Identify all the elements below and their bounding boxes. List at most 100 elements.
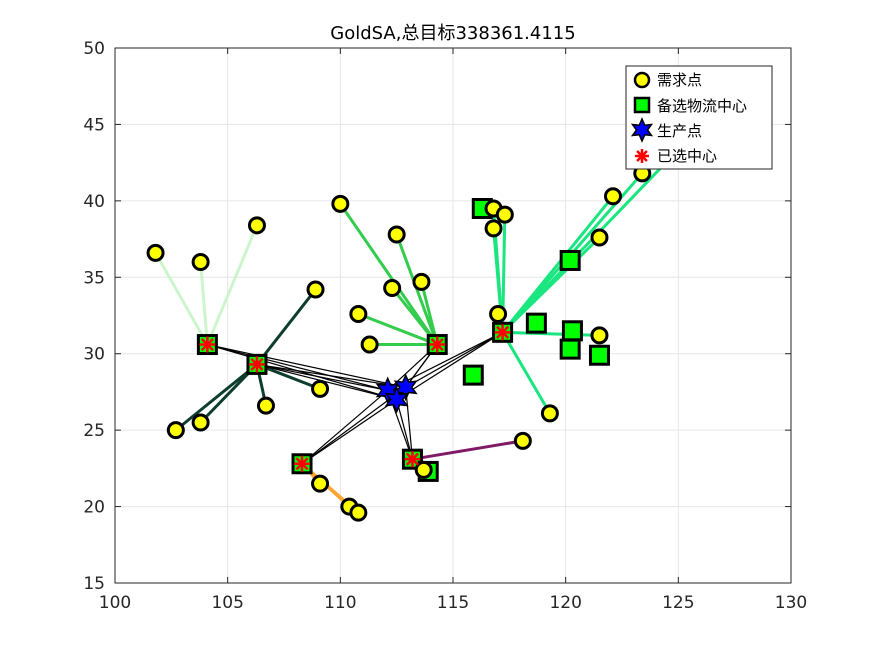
production-link [405,387,414,460]
legend-demand-marker [633,71,651,89]
selected-center-marker-stroke [295,457,309,471]
x-tick-label: 120 [549,593,581,613]
demand-point-marker [256,396,275,415]
demand-link [502,330,600,337]
y-tick-label: 30 [83,345,105,365]
legend-entry-selected: 已选中心 [635,147,717,165]
selected-center-marker [199,336,216,353]
legend-demand-label: 需求点 [657,71,702,89]
demand-point-marker [360,335,379,354]
demand-point-marker [383,278,402,297]
candidate-center-marker [462,364,484,386]
demand-point-marker [311,474,330,493]
demand-point-marker [247,216,266,235]
y-tick-label: 50 [83,39,105,59]
demand-link [357,312,438,346]
demand-point-marker [311,379,330,398]
legend-production-label: 生产点 [657,122,702,140]
demand-point-marker [331,194,350,213]
selected-center-marker-stroke [430,338,444,352]
selected-center-marker [494,324,511,341]
selected-center-marker [248,356,265,373]
demand-link [412,439,524,461]
demand-link [199,261,209,345]
y-tick-label: 40 [83,192,105,212]
y-tick-label: 35 [83,268,105,288]
y-tick-label: 20 [83,498,105,518]
demand-link [206,224,259,346]
demand-link [174,363,258,432]
legend-production-marker [630,117,654,143]
production-link [207,343,397,401]
selected-center-marker-stroke [496,325,510,339]
candidate-center-marker [559,249,581,271]
candidate-center-marker [559,338,581,360]
demand-point-marker [603,187,622,206]
legend-selected-label: 已选中心 [657,147,717,165]
legend-selected-marker [635,149,649,163]
x-tick-label: 100 [99,593,131,613]
demand-link [255,288,317,366]
legend-candidate-label: 备选物流中心 [657,97,747,115]
demand-link [154,252,209,346]
markers [146,103,724,522]
legend-entry-production: 生产点 [630,117,702,143]
candidate-center-marker [525,312,547,334]
production-link [301,399,398,465]
demand-point-marker [540,404,559,423]
ticks: 100 105 110 115 120 125 130 15 20 25 30 35 40 45 50 [83,39,807,613]
demand-point-marker [146,243,165,262]
y-tick-label: 15 [83,574,105,594]
production-link [396,331,503,401]
production-link [301,389,389,465]
production-link [256,363,397,401]
demand-point-marker [306,280,325,299]
demand-link [339,203,439,346]
demand-point-marker [191,253,210,271]
legend: 需求点 备选物流中心 生产点 已选中心 [625,65,773,170]
x-tick-label: 115 [437,593,469,613]
candidate-center-marker [561,320,583,342]
production-links [207,331,503,465]
demand-point-marker [412,272,431,291]
chart-title: GoldSA,总目标338361.4115 [330,23,575,44]
legend-entry-demand: 需求点 [633,71,702,89]
selected-center-marker-stroke [200,338,214,352]
demand-point-marker [495,205,514,224]
demand-point-marker [489,304,508,323]
selected-center-marker-stroke [250,357,264,371]
selected-center-marker-stroke [405,452,419,466]
demand-link [256,363,321,391]
demand-point-marker [349,503,368,522]
selected-center-marker [429,336,446,353]
demand-point-marker [191,413,210,432]
x-tick-label: 125 [662,593,694,613]
y-tick-label: 25 [83,421,105,441]
production-link [207,343,406,388]
demand-point-marker [414,460,433,479]
x-tick-label: 110 [324,593,356,613]
production-link [256,363,406,388]
demand-point-marker [349,304,368,323]
candidate-center-marker [588,344,610,366]
legend-entry-candidate: 备选物流中心 [633,96,747,115]
selected-center-marker [404,451,421,468]
selected-center-marker [294,455,311,472]
demand-point-marker [484,219,503,238]
demand-point-marker [513,431,532,450]
x-tick-label: 105 [211,593,243,613]
production-point-marker [393,373,418,402]
demand-point-marker [387,225,406,244]
demand-point-marker [590,326,609,345]
production-link [405,331,503,388]
production-point-marker [384,385,409,414]
production-link [207,343,388,391]
x-tick-label: 130 [775,593,807,613]
legend-candidate-marker [633,96,651,114]
legend-box [625,65,773,170]
demand-point-marker [590,228,609,247]
demand-point-marker [166,421,185,440]
y-tick-label: 45 [83,115,105,135]
legend-selected-marker-stroke [636,150,648,162]
